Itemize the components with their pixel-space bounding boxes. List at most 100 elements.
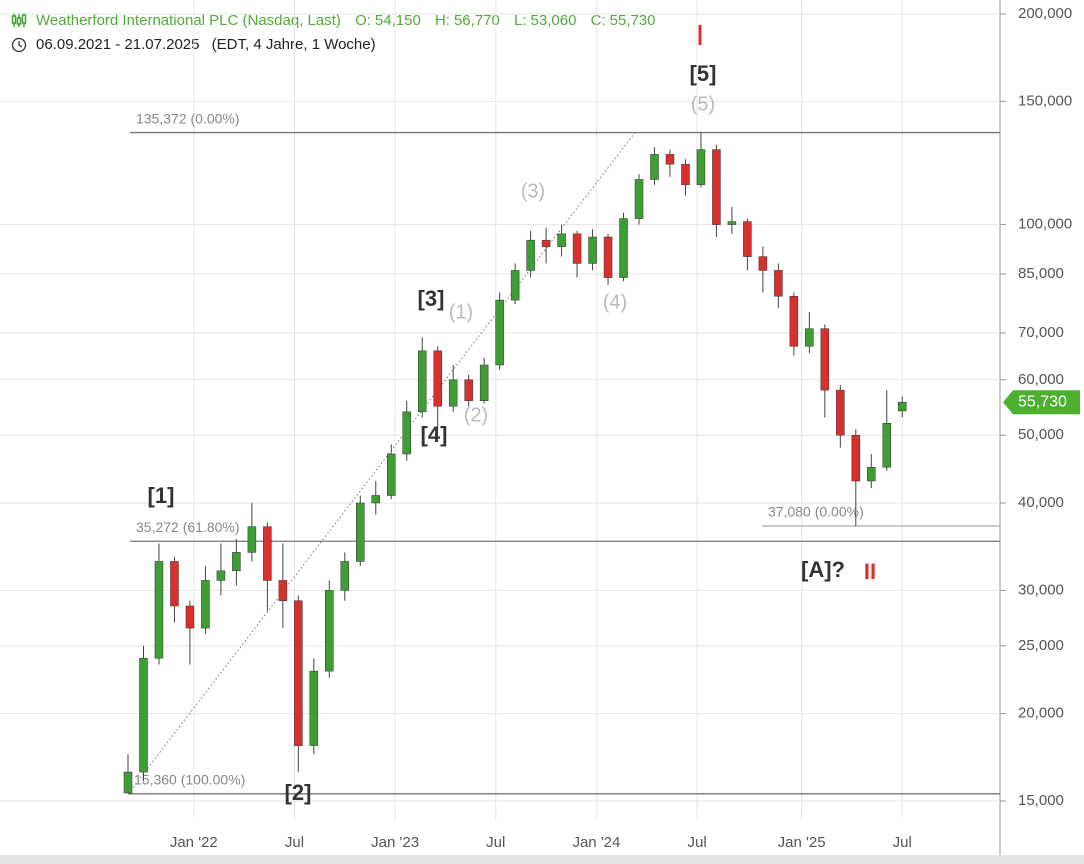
candle-body <box>619 218 628 278</box>
candle-body <box>371 495 381 504</box>
candle-body <box>139 657 148 773</box>
candle-body <box>510 270 520 301</box>
candle-body <box>541 239 551 247</box>
candle-body <box>309 670 319 746</box>
ohlc-key: L: <box>514 12 527 29</box>
y-tick-label: 60,000 <box>1018 371 1064 388</box>
x-tick-label: Jan '24 <box>572 834 620 851</box>
candle-body <box>526 239 535 271</box>
candle-body <box>294 600 303 746</box>
candle-body <box>882 423 892 468</box>
candle-body <box>123 771 133 794</box>
candle-body <box>650 154 659 180</box>
level-label: 135,372 (0.00%) <box>136 110 240 126</box>
candle-body <box>402 411 411 455</box>
wave-label: (2) <box>464 404 488 426</box>
candle-body <box>232 552 241 572</box>
candle-body <box>851 434 861 482</box>
level-label: 35,272 (61.80%) <box>136 519 240 535</box>
ohlc-key: H: <box>435 12 450 29</box>
ohlc-value: 56,770 <box>454 12 500 29</box>
x-tick-label: Jul <box>893 834 912 851</box>
candle-body <box>805 328 814 347</box>
candle-body <box>417 350 427 413</box>
candle-body <box>263 526 272 581</box>
wave-label: [1] <box>148 483 175 508</box>
y-tick-label: 100,000 <box>1018 216 1072 233</box>
candle-body <box>665 154 675 165</box>
wave-label: [A]? <box>801 557 845 582</box>
wave-label: [5] <box>690 61 717 86</box>
candle-body <box>448 379 458 407</box>
candle-body <box>572 233 582 264</box>
date-range: 06.09.2021 - 21.07.2025 <box>36 36 199 53</box>
candle-body <box>898 401 907 412</box>
candle-body <box>154 561 164 659</box>
wave-label: [3] <box>418 286 445 311</box>
wave-label: II <box>864 559 876 584</box>
candle-body <box>433 350 442 407</box>
y-tick-label: 15,000 <box>1018 792 1064 809</box>
candle-body <box>325 590 334 672</box>
trend-line <box>127 132 636 795</box>
header-line: Weatherford International PLC (Nasdaq, L… <box>36 12 656 29</box>
ohlc-key: O: <box>355 12 371 29</box>
wave-label: [4] <box>421 422 448 447</box>
candle-body <box>216 570 226 581</box>
wave-label: (1) <box>449 301 473 323</box>
candle-body <box>340 561 350 591</box>
candle-body <box>603 236 613 278</box>
candle-body <box>588 236 597 264</box>
candle-body <box>836 389 845 436</box>
price-badge-label: 55,730 <box>1018 393 1067 410</box>
candle-body <box>743 221 752 257</box>
header-title: Weatherford International PLC (Nasdaq, L… <box>36 12 341 29</box>
y-tick-label: 85,000 <box>1018 265 1064 282</box>
clock-icon <box>11 37 27 53</box>
ohlc-value: 53,060 <box>531 12 577 29</box>
y-tick-label: 25,000 <box>1018 637 1064 654</box>
x-tick-label: Jul <box>486 834 505 851</box>
x-tick-label: Jan '23 <box>371 834 419 851</box>
y-tick-label: 200,000 <box>1018 5 1072 22</box>
x-tick-label: Jul <box>687 834 706 851</box>
candle-body <box>758 256 768 271</box>
candle-body <box>774 270 783 297</box>
candle-body <box>356 502 365 562</box>
y-tick-label: 40,000 <box>1018 494 1064 511</box>
ohlc-key: C: <box>591 12 606 29</box>
wave-label: (3) <box>521 180 545 202</box>
candle-body <box>820 328 830 391</box>
y-tick-label: 20,000 <box>1018 705 1064 722</box>
y-tick-label: 30,000 <box>1018 581 1064 598</box>
ohlc-value: 55,730 <box>610 12 656 29</box>
wave-label: [2] <box>285 780 312 805</box>
candle-body <box>201 580 210 629</box>
candle-body <box>681 163 690 186</box>
y-tick-label: 150,000 <box>1018 92 1072 109</box>
candle-icon <box>11 13 27 27</box>
wave-label: (5) <box>691 93 715 115</box>
y-tick-label: 50,000 <box>1018 426 1064 443</box>
level-label: 37,080 (0.00%) <box>768 504 864 520</box>
x-tick-label: Jul <box>285 834 304 851</box>
candle-body <box>247 526 257 553</box>
header-range-line: 06.09.2021 - 21.07.2025 (EDT, 4 Jahre, 1… <box>36 36 376 53</box>
candle-body <box>386 453 396 496</box>
candle-body <box>867 466 876 482</box>
y-tick-label: 70,000 <box>1018 324 1064 341</box>
price-badge <box>1003 390 1080 415</box>
candle-body <box>185 605 195 629</box>
candle-body <box>495 299 504 366</box>
date-info: (EDT, 4 Jahre, 1 Woche) <box>212 36 376 53</box>
candle-body <box>464 379 473 402</box>
wave-label: (4) <box>603 291 627 313</box>
candle-body <box>634 179 644 219</box>
level-label: 15,360 (100.00%) <box>134 771 245 787</box>
candle-body <box>170 561 179 607</box>
x-tick-label: Jan '25 <box>778 834 826 851</box>
x-tick-label: Jan '22 <box>170 834 218 851</box>
candle-body <box>696 149 706 186</box>
